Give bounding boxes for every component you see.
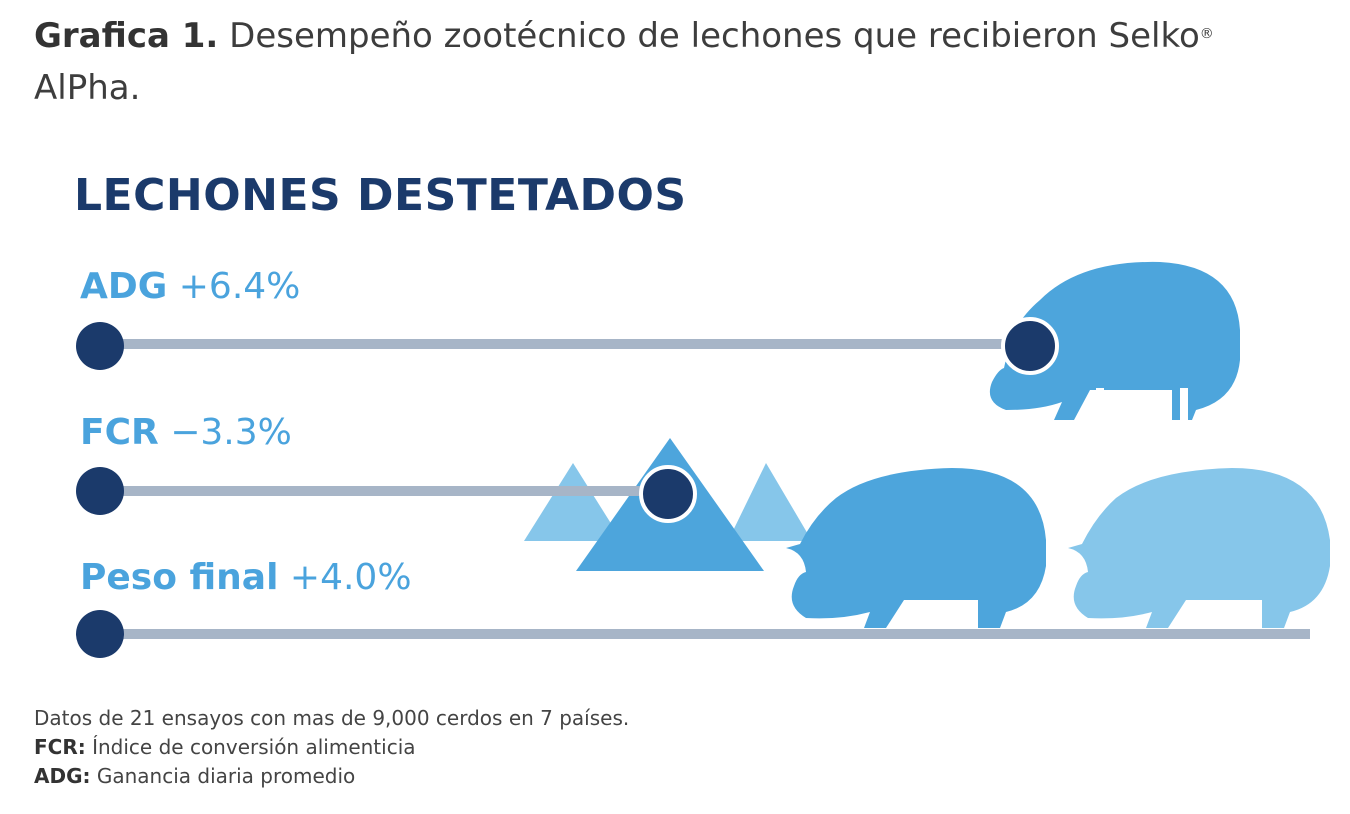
footnote-fcr-definition: Índice de conversión alimenticia [92, 735, 416, 759]
caption-text: Desempeño zootécnico de lechones que rec… [229, 16, 1200, 56]
start-dot-fcr [76, 467, 124, 515]
metric-name: Peso final [80, 557, 279, 598]
start-dot-adg [76, 322, 124, 370]
start-dot-peso-final [76, 610, 124, 658]
end-dots [639, 317, 1059, 523]
footnote: Datos de 21 ensayos con mas de 9,000 cer… [34, 704, 629, 791]
end-dot-fcr [639, 465, 697, 523]
footnote-fcr: FCR: Índice de conversión alimenticia [34, 733, 629, 762]
metric-value: +4.0% [289, 557, 412, 598]
metric-label-peso-final: Peso final +4.0% [80, 557, 412, 598]
footnote-fcr-key: FCR: [34, 735, 86, 759]
caption-label: Grafica 1. [34, 16, 219, 56]
chart-title: LECHONES DESTETADOS [74, 170, 687, 221]
metric-tracks [100, 339, 1310, 639]
metric-label-fcr: FCR −3.3% [80, 412, 292, 453]
footnote-adg-definition: Ganancia diaria promedio [96, 764, 356, 788]
pig-leg-gap [1096, 388, 1188, 420]
metric-value: +6.4% [178, 266, 301, 307]
metric-name: ADG [80, 266, 168, 307]
footnote-source: Datos de 21 ensayos con mas de 9,000 cer… [34, 706, 630, 730]
start-dots [76, 322, 124, 658]
pig-icon [1068, 468, 1330, 628]
pig-icon [989, 261, 1240, 420]
end-dot-adg [1001, 317, 1059, 375]
figure-caption: Grafica 1. Desempeño zootécnico de lecho… [34, 10, 1324, 114]
registered-mark: ® [1199, 26, 1214, 42]
footnote-adg-key: ADG: [34, 764, 91, 788]
caption-line2: AlPha. [34, 68, 141, 108]
pig-icon [786, 468, 1046, 628]
metric-value: −3.3% [170, 412, 292, 453]
footnote-adg: ADG: Ganancia diaria promedio [34, 762, 629, 791]
metric-name: FCR [80, 412, 159, 453]
metric-label-adg: ADG +6.4% [80, 266, 300, 307]
